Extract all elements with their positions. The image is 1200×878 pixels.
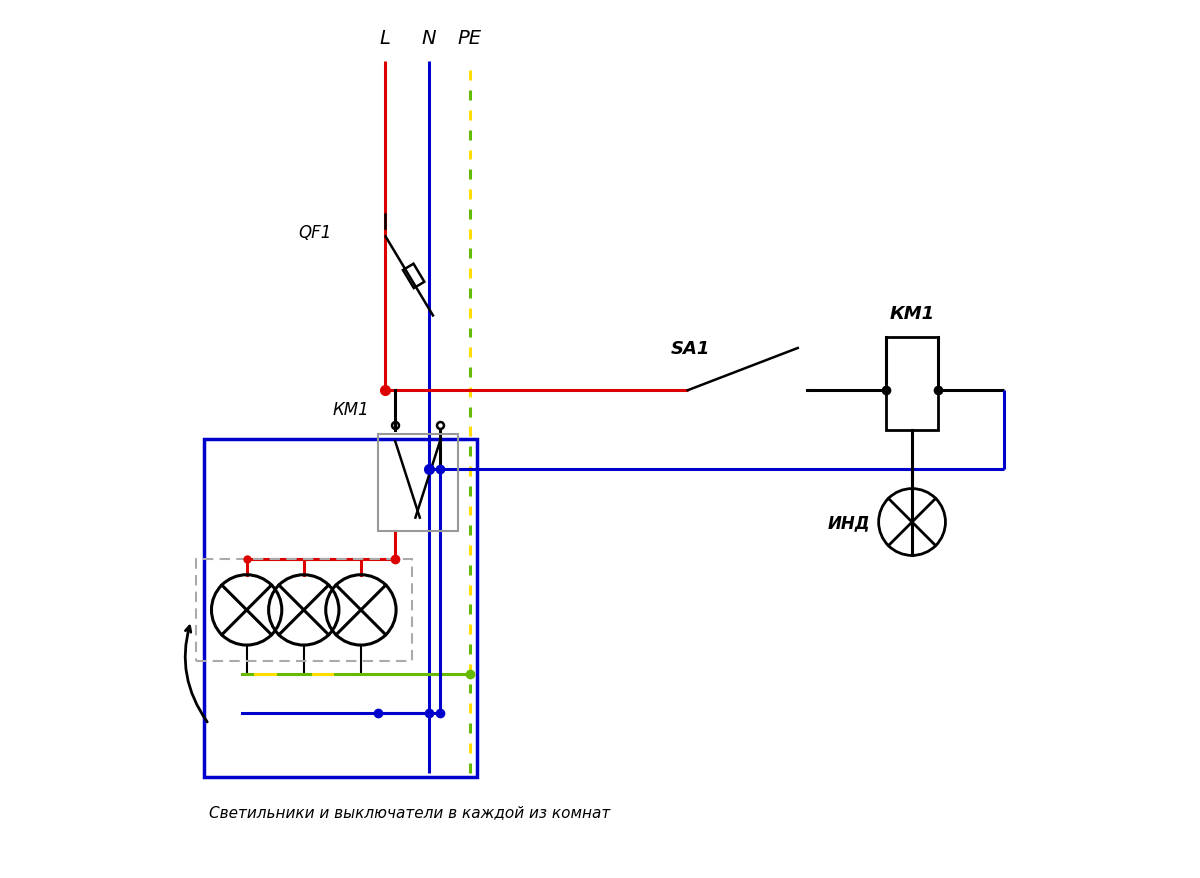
- Text: ИНД: ИНД: [827, 514, 870, 531]
- Text: SA1: SA1: [671, 340, 709, 357]
- Bar: [196, 559, 412, 661]
- Bar: [886, 338, 938, 430]
- Bar: [378, 435, 457, 531]
- Text: PE: PE: [458, 29, 482, 48]
- Text: Светильники и выключатели в каждой из комнат: Светильники и выключатели в каждой из ко…: [209, 804, 610, 820]
- Text: L: L: [379, 29, 390, 48]
- Text: QF1: QF1: [299, 224, 332, 241]
- Text: КМ1: КМ1: [332, 401, 368, 419]
- Bar: [204, 439, 476, 777]
- Text: N: N: [421, 29, 436, 48]
- Text: КМ1: КМ1: [889, 305, 935, 322]
